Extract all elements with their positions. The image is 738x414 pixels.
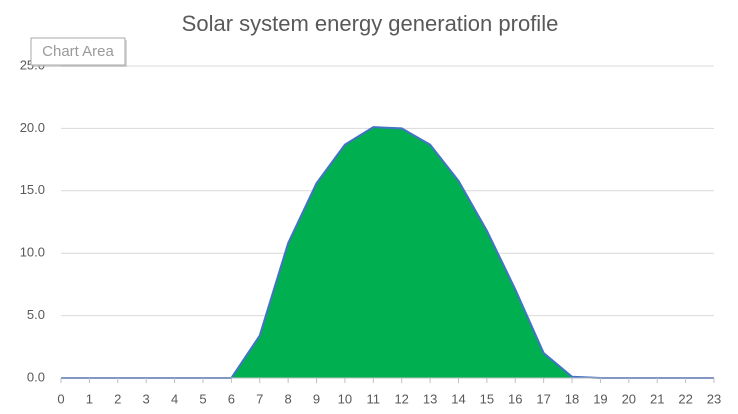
- chart-title: Solar system energy generation profile: [182, 11, 559, 36]
- x-tick-label: 16: [508, 391, 522, 406]
- x-tick-label: 14: [451, 391, 465, 406]
- x-tick-label: 22: [678, 391, 692, 406]
- y-tick-label: 10.0: [20, 245, 45, 260]
- x-tick-label: 9: [313, 391, 320, 406]
- x-tick-label: 12: [394, 391, 408, 406]
- x-tick-label: 13: [423, 391, 437, 406]
- y-tick-label: 20.0: [20, 120, 45, 135]
- y-tick-label: 5.0: [27, 307, 45, 322]
- area-fill: [61, 127, 714, 378]
- y-tick-label: 15.0: [20, 182, 45, 197]
- x-tick-label: 0: [57, 391, 64, 406]
- x-tick-label: 3: [143, 391, 150, 406]
- x-tick-label: 15: [480, 391, 494, 406]
- tooltip-text: Chart Area: [42, 43, 114, 60]
- x-tick-label: 8: [285, 391, 292, 406]
- plot-area: 0.05.010.015.020.025.0012345678910111213…: [20, 57, 722, 406]
- x-tick-label: 1: [86, 391, 93, 406]
- x-tick-label: 17: [536, 391, 550, 406]
- x-tick-label: 20: [622, 391, 636, 406]
- x-tick-label: 21: [650, 391, 664, 406]
- x-tick-label: 4: [171, 391, 178, 406]
- x-tick-label: 6: [228, 391, 235, 406]
- x-tick-label: 23: [707, 391, 721, 406]
- tooltip-box: [30, 37, 126, 66]
- x-tick-label: 7: [256, 391, 263, 406]
- x-tick-label: 19: [593, 391, 607, 406]
- tooltip: Chart Area: [30, 37, 127, 67]
- x-tick-label: 11: [367, 391, 381, 406]
- x-tick-label: 18: [565, 391, 579, 406]
- x-tick-label: 5: [199, 391, 206, 406]
- x-tick-label: 2: [114, 391, 121, 406]
- y-tick-label: 0.0: [27, 369, 45, 384]
- x-tick-label: 10: [338, 391, 352, 406]
